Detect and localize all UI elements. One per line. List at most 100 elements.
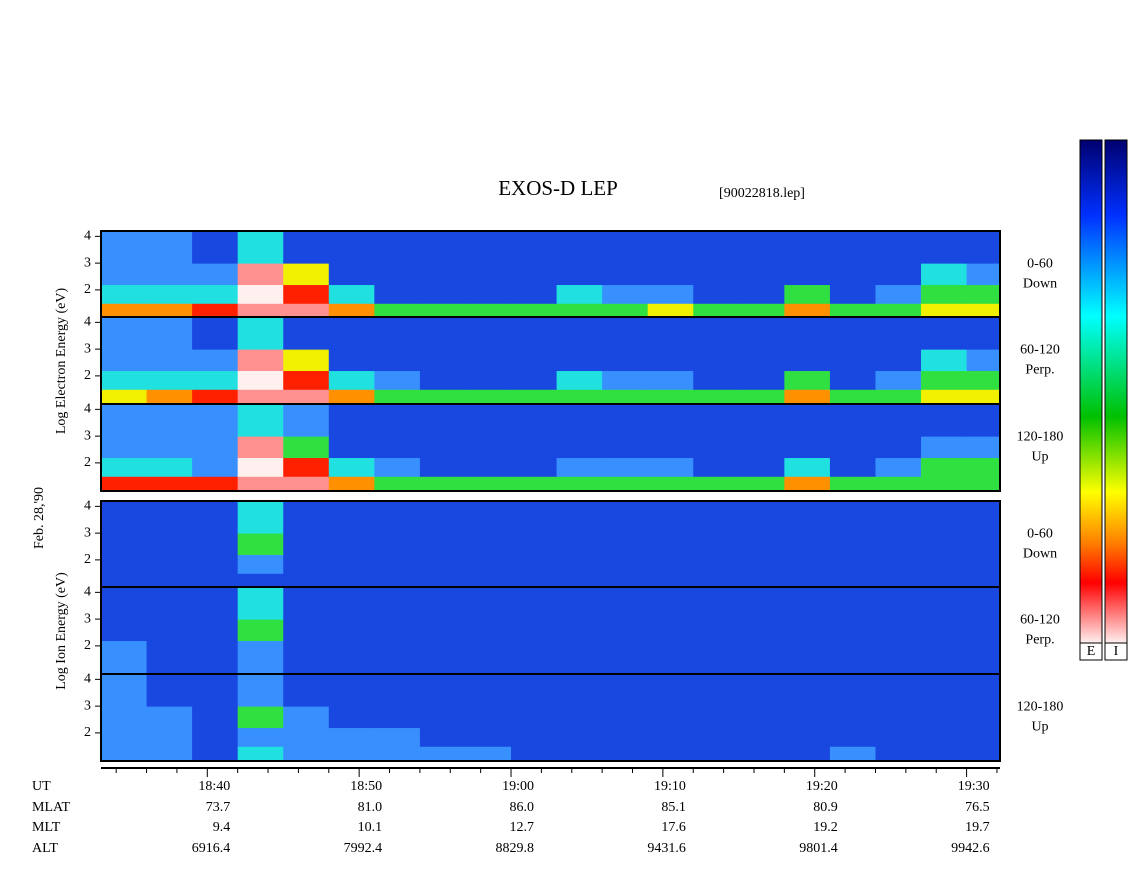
heat-cell <box>829 554 876 574</box>
heat-cell <box>693 303 740 319</box>
heat-cell <box>921 619 968 642</box>
ephemeris-label: ALT <box>32 841 58 856</box>
heat-cell <box>237 231 284 264</box>
heat-cell <box>921 501 968 534</box>
y-tick-label: 2 <box>84 368 91 383</box>
heat-cell <box>875 727 922 747</box>
heat-cell <box>283 554 330 574</box>
heat-cell <box>693 501 740 534</box>
heat-cell <box>875 706 922 729</box>
heat-cell <box>556 389 603 405</box>
heat-cell <box>738 457 785 477</box>
heat-cell <box>283 706 330 729</box>
heat-cell <box>875 554 922 574</box>
panel-label: 0-60 <box>1027 257 1053 272</box>
heat-cell <box>419 659 466 675</box>
heat-cell <box>647 370 694 390</box>
heat-cell <box>237 436 284 459</box>
heat-cell <box>829 457 876 477</box>
heat-cell <box>784 706 831 729</box>
panel-label: Up <box>1031 450 1048 465</box>
heat-cell <box>693 706 740 729</box>
heat-cell <box>921 389 968 405</box>
heat-cell <box>419 263 466 286</box>
heat-cell <box>146 476 193 492</box>
heat-cell <box>511 533 558 556</box>
chart-title: EXOS-D LEP <box>498 176 618 200</box>
heat-cell <box>921 349 968 372</box>
heat-cell <box>647 619 694 642</box>
panel-label: Down <box>1023 277 1057 292</box>
heat-cell <box>283 303 330 319</box>
heat-cell <box>784 457 831 477</box>
heat-cell <box>192 404 239 437</box>
heat-cell <box>465 533 512 556</box>
colorbar <box>1079 139 1103 644</box>
heat-cell <box>829 370 876 390</box>
heat-cell <box>966 349 1001 372</box>
heat-cell <box>419 370 466 390</box>
heat-cell <box>419 349 466 372</box>
heat-cell <box>237 457 284 477</box>
heat-cell <box>602 640 649 660</box>
heat-cell <box>328 476 375 492</box>
heat-cell <box>328 284 375 304</box>
heat-cell <box>237 706 284 729</box>
heat-cell <box>146 533 193 556</box>
heat-cell <box>784 436 831 459</box>
heat-cell <box>966 674 1001 707</box>
heat-cell <box>784 349 831 372</box>
heat-cell <box>966 404 1001 437</box>
heat-cell <box>829 640 876 660</box>
heat-cell <box>829 436 876 459</box>
heat-cell <box>875 370 922 390</box>
heat-cell <box>693 619 740 642</box>
y-tick-label: 3 <box>84 255 91 270</box>
heat-cell <box>511 619 558 642</box>
panel-label: Perp. <box>1025 363 1054 378</box>
heat-cell <box>146 727 193 747</box>
heat-cell <box>556 727 603 747</box>
heat-cell <box>784 533 831 556</box>
heat-cell <box>875 404 922 437</box>
heat-cell <box>966 231 1001 264</box>
heat-cell <box>192 746 239 762</box>
heat-cell <box>511 389 558 405</box>
heat-cell <box>374 619 421 642</box>
heat-cell <box>283 349 330 372</box>
y-tick-label: 4 <box>84 672 91 687</box>
heat-cell <box>829 727 876 747</box>
heat-cell <box>192 659 239 675</box>
heat-cell <box>829 533 876 556</box>
heat-cell <box>283 231 330 264</box>
heat-cell <box>328 457 375 477</box>
heat-cell <box>101 706 148 729</box>
heat-cell <box>602 587 649 620</box>
heat-cell <box>328 501 375 534</box>
heat-cell <box>875 587 922 620</box>
heat-cell <box>465 284 512 304</box>
heat-cell <box>693 587 740 620</box>
heat-cell <box>419 746 466 762</box>
heat-cell <box>374 501 421 534</box>
heat-cell <box>921 746 968 762</box>
heat-cell <box>146 263 193 286</box>
heat-cell <box>966 501 1001 534</box>
heat-cell <box>511 476 558 492</box>
heat-cell <box>465 587 512 620</box>
heat-cell <box>738 501 785 534</box>
heat-cell <box>966 587 1001 620</box>
heat-cell <box>556 554 603 574</box>
y-tick-label: 3 <box>84 698 91 713</box>
panel-frame <box>100 403 1001 492</box>
heat-cell <box>556 706 603 729</box>
y-tick-label: 4 <box>84 585 91 600</box>
heat-cell <box>328 746 375 762</box>
heat-cell <box>784 619 831 642</box>
heat-cell <box>374 303 421 319</box>
heat-cell <box>146 457 193 477</box>
heat-cell <box>374 457 421 477</box>
heat-cell <box>966 640 1001 660</box>
heat-cell <box>966 389 1001 405</box>
heat-cell <box>693 284 740 304</box>
